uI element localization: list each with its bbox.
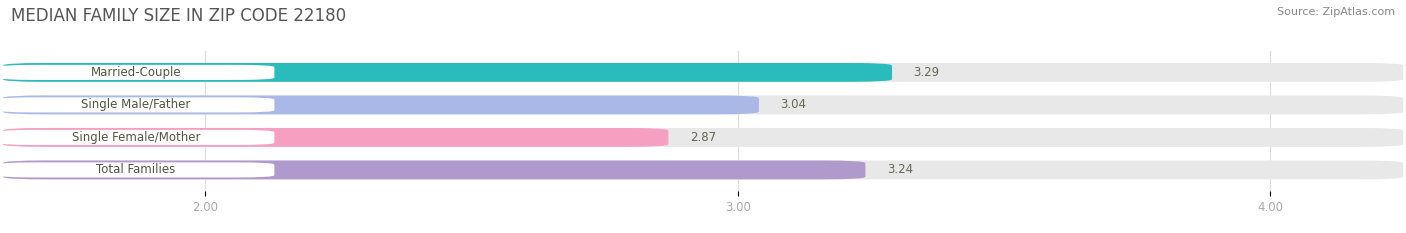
Text: 3.24: 3.24 [887, 163, 912, 176]
Text: MEDIAN FAMILY SIZE IN ZIP CODE 22180: MEDIAN FAMILY SIZE IN ZIP CODE 22180 [11, 7, 346, 25]
FancyBboxPatch shape [0, 162, 274, 178]
FancyBboxPatch shape [0, 65, 274, 80]
FancyBboxPatch shape [3, 128, 1403, 147]
FancyBboxPatch shape [3, 128, 668, 147]
FancyBboxPatch shape [3, 63, 891, 82]
FancyBboxPatch shape [0, 130, 274, 145]
FancyBboxPatch shape [3, 161, 866, 179]
Text: Total Families: Total Families [96, 163, 176, 176]
Text: Source: ZipAtlas.com: Source: ZipAtlas.com [1277, 7, 1395, 17]
Text: Single Female/Mother: Single Female/Mother [72, 131, 200, 144]
FancyBboxPatch shape [3, 63, 1403, 82]
Text: Single Male/Father: Single Male/Father [82, 98, 191, 111]
FancyBboxPatch shape [0, 97, 274, 113]
FancyBboxPatch shape [3, 161, 1403, 179]
Text: Married-Couple: Married-Couple [90, 66, 181, 79]
Text: 3.04: 3.04 [780, 98, 806, 111]
Text: 2.87: 2.87 [690, 131, 716, 144]
Text: 3.29: 3.29 [914, 66, 939, 79]
FancyBboxPatch shape [3, 96, 1403, 114]
FancyBboxPatch shape [3, 96, 759, 114]
